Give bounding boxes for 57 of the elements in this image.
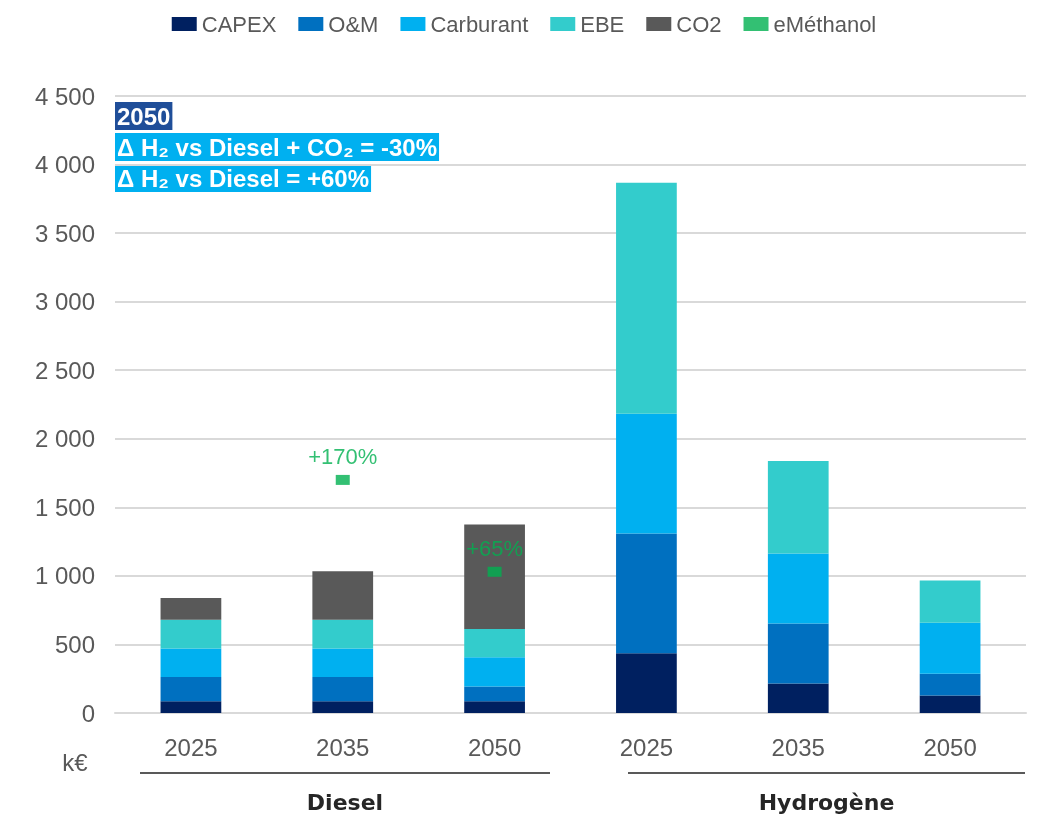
legend-label: Carburant xyxy=(430,11,529,37)
bar xyxy=(616,653,677,713)
legend-label: eMéthanol xyxy=(773,11,877,37)
legend-label: CO2 xyxy=(676,11,722,37)
y-tick-label: 0 xyxy=(81,699,95,727)
x-tick-label: 2035 xyxy=(771,733,825,761)
legend-label: EBE xyxy=(580,11,625,37)
bar xyxy=(464,629,525,658)
bar xyxy=(919,695,981,713)
bar xyxy=(464,524,525,630)
bar xyxy=(919,673,981,696)
y-tick-label: 4 000 xyxy=(34,151,95,179)
bar xyxy=(767,683,829,713)
bar xyxy=(616,533,677,654)
y-tick-label: 1 000 xyxy=(34,562,95,590)
y-axis-title: k€ xyxy=(62,748,89,776)
bar xyxy=(160,598,222,620)
text: Diesel xyxy=(306,789,384,815)
bar xyxy=(767,460,829,554)
bar xyxy=(160,648,222,678)
bar xyxy=(616,182,677,414)
bar xyxy=(464,686,525,702)
bar xyxy=(616,413,677,534)
bar xyxy=(312,648,374,678)
y-tick-label: 3 000 xyxy=(34,288,95,316)
text: Hydrogène xyxy=(758,789,895,815)
bar xyxy=(919,622,981,674)
bar xyxy=(160,701,222,713)
bar xyxy=(160,619,222,649)
annotation: +170% xyxy=(308,444,378,470)
bar xyxy=(464,657,525,687)
annotation: Δ H₂ vs Diesel + CO₂ = -30% xyxy=(117,133,438,161)
annotation: Δ H₂ vs Diesel = +60% xyxy=(117,164,370,192)
x-tick-label: 2050 xyxy=(467,733,522,761)
y-tick-label: 2 000 xyxy=(34,425,95,453)
y-tick-label: 500 xyxy=(54,630,95,658)
bar xyxy=(312,701,374,713)
bar xyxy=(919,580,981,623)
bar xyxy=(312,619,374,649)
x-tick-label: 2035 xyxy=(316,733,370,761)
bar xyxy=(767,553,829,624)
annotation: 2050 xyxy=(117,102,171,130)
x-tick-label: 2025 xyxy=(619,733,674,761)
y-tick-label: 3 500 xyxy=(34,219,95,247)
x-tick-label: 2025 xyxy=(164,733,218,761)
legend-label: O&M xyxy=(328,11,379,37)
y-tick-label: 4 500 xyxy=(34,82,95,110)
legend-label: CAPEX xyxy=(201,11,277,37)
bar xyxy=(312,677,374,702)
y-tick-label: 2 500 xyxy=(34,356,95,384)
bar xyxy=(160,677,222,702)
x-tick-label: 2050 xyxy=(923,733,977,761)
bar xyxy=(312,571,374,620)
y-tick-label: 1 500 xyxy=(34,493,95,521)
bar xyxy=(767,623,829,684)
annotation: +65% xyxy=(466,536,524,562)
bar xyxy=(464,701,525,713)
